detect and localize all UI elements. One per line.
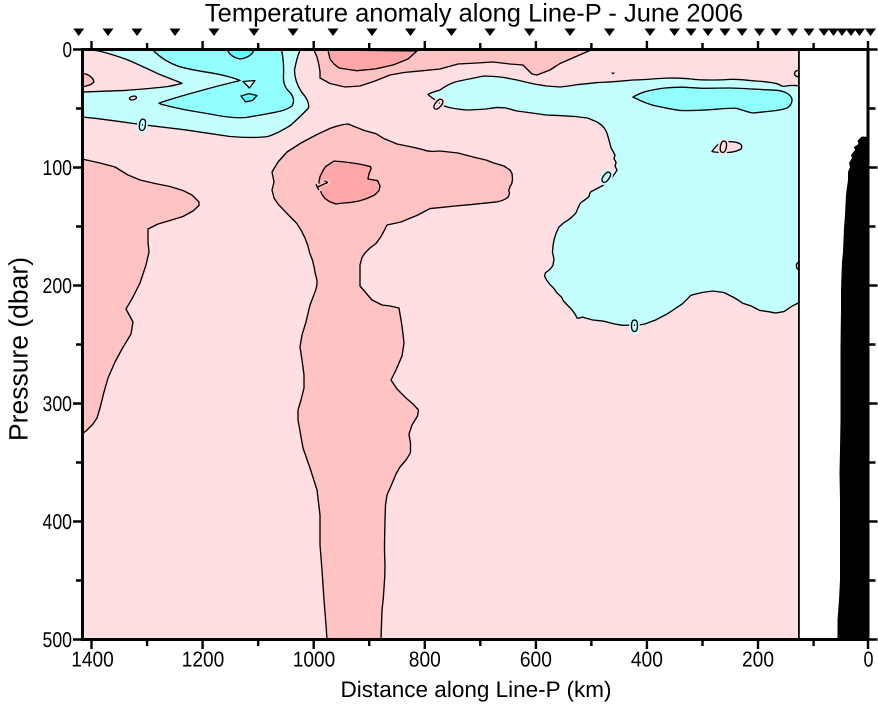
svg-text:500: 500 [43,628,73,652]
svg-text:0: 0 [630,316,639,336]
svg-text:200: 200 [742,648,774,672]
svg-text:0: 0 [864,648,874,672]
svg-text:600: 600 [520,648,552,672]
svg-text:Distance along Line-P (km): Distance along Line-P (km) [341,677,612,702]
svg-text:400: 400 [631,648,663,672]
svg-text:300: 300 [43,392,73,416]
svg-text:0: 0 [630,316,639,336]
svg-text:0: 0 [63,38,73,62]
svg-text:0: 0 [717,136,729,157]
svg-text:100: 100 [43,156,73,180]
svg-text:Pressure (dbar): Pressure (dbar) [4,257,34,441]
svg-text:1400: 1400 [71,648,114,672]
svg-text:800: 800 [409,648,441,672]
svg-text:1000: 1000 [293,648,336,672]
svg-text:0: 0 [137,115,148,136]
svg-text:400: 400 [43,510,73,534]
svg-text:200: 200 [43,274,73,298]
svg-text:Temperature anomaly along Line: Temperature anomaly along Line-P - June … [205,0,743,28]
svg-text:1200: 1200 [182,648,225,672]
